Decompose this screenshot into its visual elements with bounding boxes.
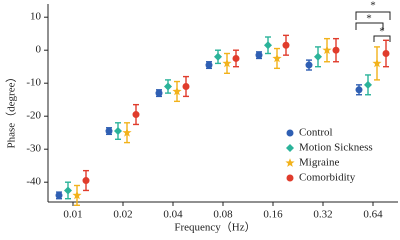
y-axis-label: Phase（degree） (5, 72, 18, 149)
data-point (364, 80, 372, 89)
x-tick-label: 0.01 (63, 209, 82, 221)
x-tick-label: 0.32 (313, 209, 332, 221)
x-tick-label: 0.08 (213, 209, 233, 221)
legend-marker (286, 144, 294, 152)
legend-label: Migraine (299, 157, 339, 169)
x-tick-label: 0.02 (113, 209, 132, 221)
data-point (372, 58, 382, 68)
data-point (114, 127, 122, 136)
data-point (164, 82, 172, 91)
y-tick-label: -40 (26, 176, 41, 188)
data-point (314, 52, 322, 61)
data-point (155, 89, 163, 97)
legend-marker (286, 129, 294, 137)
data-point (232, 54, 240, 62)
y-tick-label: 0 (36, 44, 42, 56)
x-tick-label: 0.04 (163, 209, 183, 221)
y-tick-label: -30 (26, 143, 41, 155)
data-point (132, 111, 140, 119)
legend-label: Comorbidity (299, 172, 356, 184)
significance-star: * (370, 0, 376, 12)
y-tick-label: -10 (26, 77, 41, 89)
data-point (214, 52, 222, 61)
data-point (55, 191, 63, 199)
significance-brackets (355, 11, 391, 42)
legend-marker (285, 158, 295, 167)
data-point (82, 177, 90, 185)
data-point (105, 127, 113, 135)
data-point (322, 45, 332, 55)
x-tick-label: 0.64 (363, 209, 383, 221)
significance-star: * (379, 26, 385, 38)
data-point (122, 127, 132, 137)
data-point (205, 61, 213, 69)
y-tick-label: -20 (26, 110, 41, 122)
x-axis-label: Frequency（Hz） (174, 221, 255, 234)
data-point (355, 86, 363, 94)
data-point (64, 186, 72, 195)
data-point (305, 61, 313, 69)
data-point (272, 53, 282, 63)
legend-label: Control (299, 127, 333, 139)
significance-star: * (366, 13, 372, 25)
data-point (222, 58, 232, 68)
data-point (382, 50, 390, 57)
data-point (72, 190, 82, 200)
legend-label: Motion Sickness (299, 142, 373, 154)
data-point (255, 51, 263, 59)
data-point (332, 46, 340, 54)
data-point (172, 86, 182, 96)
data-point (264, 41, 272, 50)
data-point (182, 83, 190, 90)
data-point (282, 41, 290, 49)
x-tick-label: 0.16 (263, 209, 283, 221)
y-tick-label: 10 (30, 11, 42, 23)
legend-marker (286, 174, 294, 182)
